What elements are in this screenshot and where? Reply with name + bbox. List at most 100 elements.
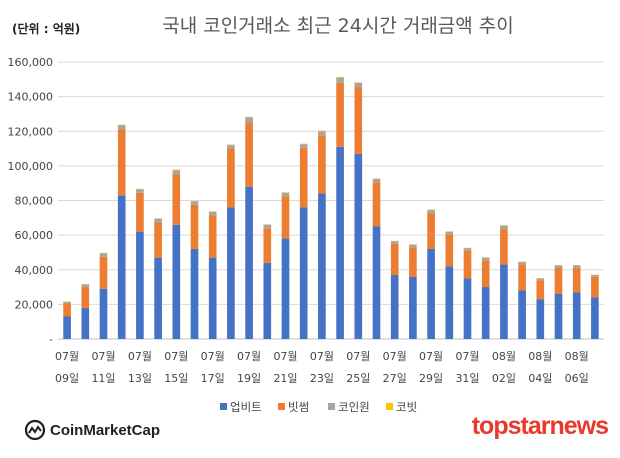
legend-label: 코빗 — [396, 400, 417, 414]
bar-segment — [245, 186, 253, 339]
x-tick-month: 08월 — [492, 350, 516, 363]
bar-segment — [500, 229, 508, 265]
bar-segment — [99, 288, 108, 339]
bar-segment — [299, 143, 308, 145]
coinmarketcap-logo: CoinMarketCap — [24, 419, 160, 441]
bar-segment — [481, 257, 490, 261]
bar-segment — [572, 268, 581, 293]
bar-segment — [263, 224, 272, 229]
bar-segment — [245, 117, 253, 123]
bar-segment — [445, 266, 454, 339]
bar-segment — [354, 82, 363, 83]
bar-segment — [99, 253, 108, 257]
bar-segment — [63, 301, 71, 304]
y-tick-label: - — [49, 333, 53, 346]
topstarnews-logo: topstarnews — [471, 412, 609, 440]
bar-segment — [500, 225, 508, 230]
bar-segment — [463, 248, 472, 251]
x-tick-day: 04일 — [528, 371, 552, 385]
bar-segment — [190, 201, 199, 205]
bar-segment — [63, 316, 71, 339]
bar-segment — [336, 146, 344, 339]
y-tick-label: 40,000 — [15, 264, 54, 277]
bar-segment — [591, 274, 599, 277]
x-tick-day: 17일 — [201, 371, 225, 385]
y-axis-ticks: - 20,000 40,000 60,000 80,000 100,000 120,000 1… — [8, 56, 54, 346]
x-tick-month: 07월 — [201, 350, 225, 363]
bar-segment — [591, 276, 599, 298]
chart-title: 국내 코인거래소 최근 24시간 거래금액 추이 — [162, 15, 514, 37]
x-tick-month: 08월 — [528, 350, 552, 363]
bar-segment — [281, 192, 290, 197]
bar-segment — [81, 284, 90, 288]
bar-segment — [136, 189, 144, 193]
bar-segment — [591, 297, 599, 339]
bar-segment — [172, 169, 181, 171]
bar-segment — [354, 153, 363, 339]
bar-segment — [63, 303, 71, 317]
bar-segment — [136, 231, 144, 339]
bar-segment — [81, 287, 90, 308]
x-tick-month: 07월 — [455, 350, 479, 363]
bar-segment — [299, 207, 308, 339]
bar-segment — [318, 135, 326, 194]
bar-segment — [190, 248, 199, 339]
bar-segment — [336, 76, 344, 78]
bar-segment — [281, 196, 290, 239]
bar-segment — [354, 82, 363, 88]
x-tick-month: 07월 — [237, 350, 261, 363]
bar-segment — [154, 222, 162, 258]
x-tick-month: 07월 — [273, 350, 297, 363]
legend-label: 빗썸 — [288, 400, 309, 414]
bar-segment — [572, 292, 581, 339]
bar-segment — [81, 307, 90, 339]
x-tick-month: 07월 — [128, 350, 152, 363]
bar-segment — [390, 274, 399, 339]
bar-segment — [245, 122, 253, 187]
legend-swatch — [328, 403, 335, 410]
bar-segment — [463, 250, 472, 279]
bar-segment — [117, 125, 126, 130]
x-tick-month: 07월 — [346, 350, 370, 363]
coinmarketcap-text: CoinMarketCap — [50, 421, 161, 439]
bar-segment — [518, 261, 526, 265]
bar-segment — [372, 178, 381, 183]
bar-segment — [263, 262, 272, 339]
x-tick-day: 29일 — [419, 371, 443, 385]
bar-segment — [172, 174, 181, 225]
coinmarketcap-icon — [24, 419, 46, 441]
y-tick-label: 100,000 — [8, 160, 54, 173]
legend-swatch — [220, 403, 227, 410]
bar-segment — [245, 116, 253, 118]
bar-segment — [336, 77, 344, 83]
bar-segment — [227, 148, 235, 208]
bar-segment — [354, 87, 363, 154]
y-tick-label: 60,000 — [15, 229, 54, 242]
bar-segment — [318, 131, 326, 136]
bar-segment — [390, 243, 399, 275]
bar-segment — [227, 207, 235, 339]
x-tick-day: 19일 — [237, 371, 261, 385]
x-tick-day: 31일 — [455, 371, 479, 385]
bar-segment — [172, 224, 181, 339]
bar-segment — [154, 257, 162, 339]
x-tick-day: 25일 — [346, 371, 370, 385]
x-tick-day: 06일 — [565, 371, 589, 385]
y-tick-label: 80,000 — [15, 195, 54, 208]
bar-segment — [572, 265, 581, 269]
bar-segment — [318, 193, 326, 339]
bar-segment — [117, 195, 126, 339]
bar-segment — [299, 147, 308, 208]
x-tick-day: 27일 — [383, 371, 407, 385]
unit-label: (단위 : 억원) — [12, 21, 80, 36]
x-tick-day: 02일 — [492, 371, 516, 385]
legend-swatch — [386, 403, 393, 410]
bars — [63, 76, 599, 339]
bar-segment — [372, 182, 381, 227]
bar-segment — [554, 293, 563, 339]
bar-segment — [190, 204, 199, 249]
x-tick-day: 13일 — [128, 371, 152, 385]
x-tick-day: 21일 — [273, 371, 297, 385]
y-tick-label: 20,000 — [15, 298, 54, 311]
bar-segment — [154, 218, 162, 223]
